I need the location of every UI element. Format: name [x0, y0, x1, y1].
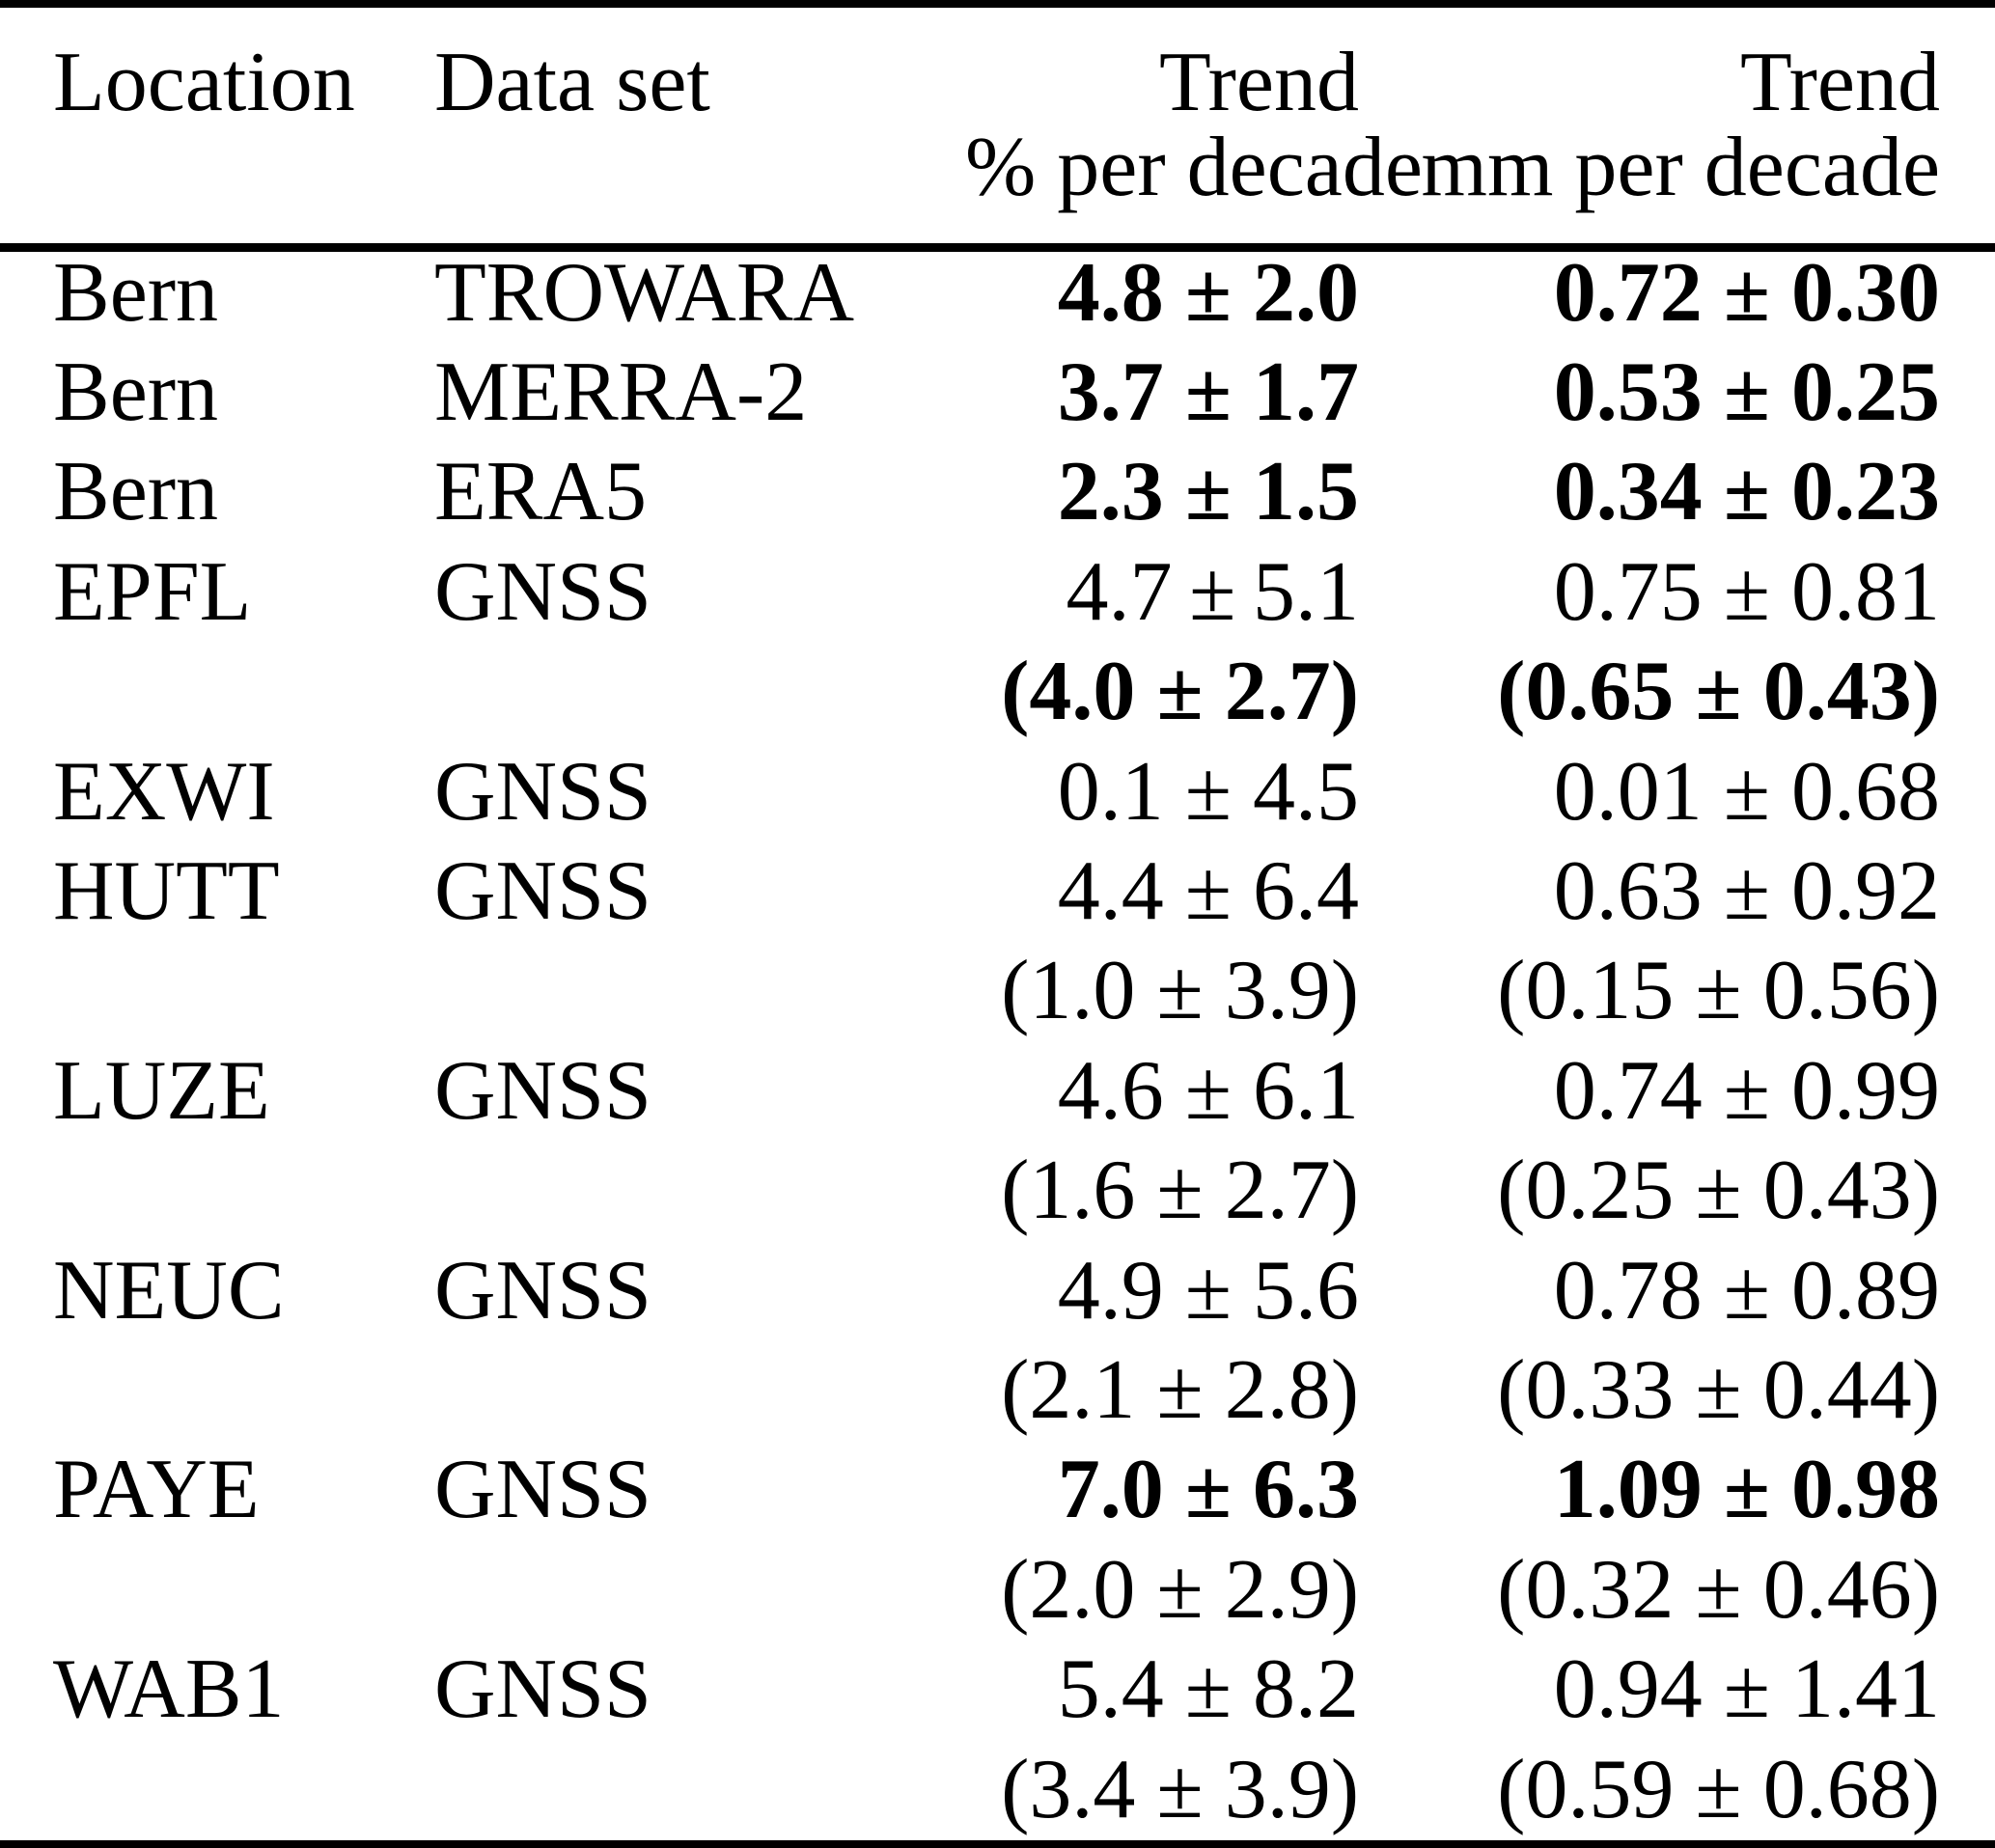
header-row-titles: Location Data set Trend Trend [0, 8, 1995, 125]
trend-pct-cell: (3.4 ± 3.9) [1001, 1742, 1359, 1836]
table-row: Bern TROWARA 4.8 ± 2.0 0.72 ± 0.30 [0, 243, 1995, 343]
location-cell: Bern [53, 345, 219, 440]
table-row: NEUC GNSS 4.9 ± 5.6 0.78 ± 0.89 [0, 1241, 1995, 1340]
dataset-cell [434, 1142, 965, 1241]
trend-mm-cell: 0.34 ± 0.23 [1553, 445, 1940, 539]
table-bottom-rule [0, 1840, 1995, 1848]
table-row: (1.6 ± 2.7) (0.25 ± 0.43) [0, 1142, 1995, 1241]
trend-pct-cell: 4.9 ± 5.6 [1057, 1243, 1359, 1338]
location-cell [0, 1142, 434, 1241]
trend-pct-cell: (2.0 ± 2.9) [1001, 1542, 1359, 1637]
header-trend-pct-unit: % per decade [965, 121, 1423, 214]
location-cell [0, 942, 434, 1041]
table-row: LUZE GNSS 4.6 ± 6.1 0.74 ± 0.99 [0, 1041, 1995, 1141]
trend-pct-cell: 4.6 ± 6.1 [1057, 1043, 1359, 1138]
table-row: (3.4 ± 3.9) (0.59 ± 0.68) [0, 1740, 1995, 1839]
dataset-cell [434, 1340, 965, 1440]
header-trend-mm-title: Trend [1739, 36, 1940, 129]
trend-pct-cell: (4.0 ± 2.7) [1001, 645, 1359, 739]
trend-pct-cell: (2.1 ± 2.8) [1001, 1342, 1359, 1437]
table-row: HUTT GNSS 4.4 ± 6.4 0.63 ± 0.92 [0, 841, 1995, 941]
table-row: (2.1 ± 2.8) (0.33 ± 0.44) [0, 1340, 1995, 1440]
trend-pct-cell: 7.0 ± 6.3 [1057, 1443, 1359, 1537]
location-cell: EXWI [53, 744, 275, 839]
trend-mm-cell: 0.94 ± 1.41 [1553, 1642, 1940, 1737]
dataset-cell: GNSS [434, 844, 651, 939]
table-body: Bern TROWARA 4.8 ± 2.0 0.72 ± 0.30 Bern … [0, 243, 1995, 1839]
header-spacer-location [0, 125, 434, 243]
trend-mm-cell: (0.25 ± 0.43) [1497, 1144, 1940, 1238]
trend-pct-cell: 0.1 ± 4.5 [1057, 744, 1359, 839]
table-header: Location Data set Trend Trend % per deca… [0, 8, 1995, 243]
trend-pct-cell: 4.4 ± 6.4 [1057, 844, 1359, 939]
location-cell: WAB1 [53, 1642, 285, 1737]
trend-pct-cell: 4.8 ± 2.0 [1057, 245, 1359, 340]
table-row: Bern ERA5 2.3 ± 1.5 0.34 ± 0.23 [0, 443, 1995, 542]
header-trend-mm-unit: mm per decade [1421, 121, 1941, 214]
location-cell: EPFL [53, 544, 252, 639]
header-spacer-dataset [434, 125, 965, 243]
table-row: EPFL GNSS 4.7 ± 5.1 0.75 ± 0.81 [0, 542, 1995, 642]
trend-pct-cell: 4.7 ± 5.1 [1066, 544, 1359, 639]
dataset-cell [434, 1540, 965, 1640]
table-row: (4.0 ± 2.7) (0.65 ± 0.43) [0, 643, 1995, 742]
dataset-cell: GNSS [434, 1043, 651, 1138]
header-row-units: % per decade mm per decade [0, 125, 1995, 243]
dataset-cell [434, 942, 965, 1041]
dataset-cell: TROWARA [434, 245, 855, 340]
trend-mm-cell: 0.01 ± 0.68 [1553, 744, 1940, 839]
table-row: EXWI GNSS 0.1 ± 4.5 0.01 ± 0.68 [0, 742, 1995, 841]
location-cell [0, 643, 434, 742]
trend-pct-cell: (1.0 ± 3.9) [1001, 944, 1359, 1038]
trend-mm-cell: (0.15 ± 0.56) [1497, 944, 1940, 1038]
table-row: (1.0 ± 3.9) (0.15 ± 0.56) [0, 942, 1995, 1041]
location-cell [0, 1340, 434, 1440]
trend-mm-cell: 0.74 ± 0.99 [1553, 1043, 1940, 1138]
trend-mm-cell: 0.53 ± 0.25 [1553, 345, 1940, 440]
location-cell [0, 1540, 434, 1640]
trend-mm-cell: 0.63 ± 0.92 [1553, 844, 1940, 939]
location-cell [0, 1740, 434, 1839]
trend-pct-cell: 5.4 ± 8.2 [1057, 1642, 1359, 1737]
location-cell: HUTT [53, 844, 280, 939]
location-cell: PAYE [53, 1443, 260, 1537]
dataset-cell: GNSS [434, 544, 651, 639]
trend-mm-cell: 0.78 ± 0.89 [1553, 1243, 1940, 1338]
location-cell: LUZE [53, 1043, 270, 1138]
trend-pct-cell: (1.6 ± 2.7) [1001, 1144, 1359, 1238]
trend-mm-cell: (0.33 ± 0.44) [1497, 1342, 1940, 1437]
table-header-rule [0, 243, 1995, 252]
trend-mm-cell: 1.09 ± 0.98 [1553, 1443, 1940, 1537]
dataset-cell: GNSS [434, 1243, 651, 1338]
trend-pct-cell: 3.7 ± 1.7 [1057, 345, 1359, 440]
trend-mm-cell: (0.59 ± 0.68) [1497, 1742, 1940, 1836]
trend-mm-cell: 0.75 ± 0.81 [1553, 544, 1940, 639]
table-row: WAB1 GNSS 5.4 ± 8.2 0.94 ± 1.41 [0, 1640, 1995, 1739]
trend-mm-cell: (0.65 ± 0.43) [1497, 645, 1940, 739]
location-cell: Bern [53, 445, 219, 539]
table-row: (2.0 ± 2.9) (0.32 ± 0.46) [0, 1540, 1995, 1640]
table-row: Bern MERRA-2 3.7 ± 1.7 0.53 ± 0.25 [0, 343, 1995, 442]
header-location: Location [53, 36, 355, 129]
trend-mm-cell: (0.32 ± 0.46) [1497, 1542, 1940, 1637]
location-cell: Bern [53, 245, 219, 340]
trend-table: Location Data set Trend Trend % per deca… [0, 8, 1995, 1839]
dataset-cell: GNSS [434, 1443, 651, 1537]
header-trend-pct-title: Trend [1158, 36, 1359, 129]
location-cell: NEUC [53, 1243, 285, 1338]
dataset-cell [434, 1740, 965, 1839]
table-top-rule [0, 0, 1995, 8]
dataset-cell: GNSS [434, 1642, 651, 1737]
trend-mm-cell: 0.72 ± 0.30 [1553, 245, 1940, 340]
dataset-cell: MERRA-2 [434, 345, 808, 440]
table-row: PAYE GNSS 7.0 ± 6.3 1.09 ± 0.98 [0, 1441, 1995, 1540]
dataset-cell [434, 643, 965, 742]
dataset-cell: ERA5 [434, 445, 647, 539]
header-dataset: Data set [434, 36, 710, 129]
dataset-cell: GNSS [434, 744, 651, 839]
trend-pct-cell: 2.3 ± 1.5 [1057, 445, 1359, 539]
